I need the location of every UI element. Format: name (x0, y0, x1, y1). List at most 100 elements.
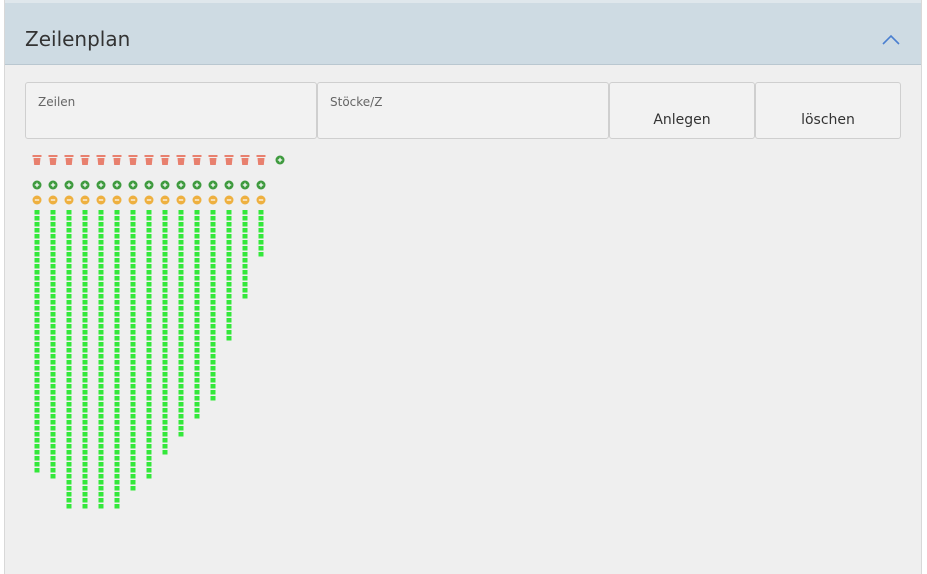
plant (98, 288, 104, 293)
collapse-icon[interactable] (881, 33, 901, 47)
plant (82, 504, 88, 509)
plant (194, 210, 200, 215)
plant (50, 306, 56, 311)
plant (162, 390, 168, 395)
plant (178, 360, 184, 365)
delete-row-icon[interactable] (64, 155, 74, 165)
add-row-icon[interactable] (275, 155, 285, 165)
plant (130, 486, 136, 491)
delete-row-icon[interactable] (80, 155, 90, 165)
plant (66, 390, 72, 395)
button[interactable]: löschen (755, 82, 901, 139)
icon-lid (32, 155, 42, 157)
delete-row-icon[interactable] (112, 155, 122, 165)
add-plant-icon[interactable] (80, 180, 90, 190)
remove-plant-icon[interactable] (112, 195, 122, 205)
plant (98, 402, 104, 407)
plant (114, 240, 120, 245)
remove-plant-icon[interactable] (256, 195, 266, 205)
add-plant-icon[interactable] (224, 180, 234, 190)
plant (50, 426, 56, 431)
plant (226, 306, 232, 311)
remove-plant-icon[interactable] (192, 195, 202, 205)
delete-row-icon[interactable] (240, 155, 250, 165)
plant (146, 342, 152, 347)
plant (226, 270, 232, 275)
plant (114, 288, 120, 293)
add-plant-icon[interactable] (160, 180, 170, 190)
plant (130, 426, 136, 431)
plant (114, 504, 120, 509)
delete-row-icon[interactable] (256, 155, 266, 165)
remove-plant-icon[interactable] (80, 195, 90, 205)
add-plant-icon[interactable] (208, 180, 218, 190)
remove-plant-icon[interactable] (128, 195, 138, 205)
delete-row-icon[interactable] (48, 155, 58, 165)
plant (50, 288, 56, 293)
remove-plant-icon[interactable] (48, 195, 58, 205)
delete-row-icon[interactable] (128, 155, 138, 165)
plant (178, 420, 184, 425)
remove-plant-icon[interactable] (208, 195, 218, 205)
panel-header[interactable]: Zeilenplan (5, 0, 921, 65)
add-plant-icon[interactable] (144, 180, 154, 190)
input-field[interactable]: Stöcke/Z (317, 82, 609, 139)
plant (146, 366, 152, 371)
plant (194, 342, 200, 347)
plant (226, 234, 232, 239)
add-plant-icon[interactable] (112, 180, 122, 190)
delete-row-icon[interactable] (176, 155, 186, 165)
plant (130, 270, 136, 275)
delete-row-icon[interactable] (32, 155, 42, 165)
remove-plant-icon[interactable] (144, 195, 154, 205)
icon-bin (161, 158, 169, 165)
icon-lid (112, 155, 122, 157)
icon-bin (257, 158, 265, 165)
plant (210, 396, 216, 401)
delete-row-icon[interactable] (160, 155, 170, 165)
plant (82, 390, 88, 395)
plant (82, 252, 88, 257)
add-plant-icon[interactable] (176, 180, 186, 190)
remove-plant-icon[interactable] (32, 195, 42, 205)
add-plant-icon[interactable] (240, 180, 250, 190)
delete-row-icon[interactable] (208, 155, 218, 165)
plant (178, 264, 184, 269)
delete-row-icon[interactable] (144, 155, 154, 165)
delete-row-icon[interactable] (224, 155, 234, 165)
add-plant-icon[interactable] (64, 180, 74, 190)
plant (146, 240, 152, 245)
add-plant-icon[interactable] (128, 180, 138, 190)
plant (226, 210, 232, 215)
remove-plant-icon[interactable] (96, 195, 106, 205)
delete-row-icon[interactable] (192, 155, 202, 165)
add-plant-icon[interactable] (32, 180, 42, 190)
plant (178, 228, 184, 233)
remove-plant-icon[interactable] (160, 195, 170, 205)
plant (130, 330, 136, 335)
plant (194, 372, 200, 377)
remove-plant-icon[interactable] (224, 195, 234, 205)
plant (66, 462, 72, 467)
delete-row-icon[interactable] (96, 155, 106, 165)
icon-lid (240, 155, 250, 157)
remove-plant-icon[interactable] (64, 195, 74, 205)
plant (34, 270, 40, 275)
icon-bin (209, 158, 217, 165)
add-plant-icon[interactable] (48, 180, 58, 190)
plant (226, 294, 232, 299)
add-plant-icon[interactable] (96, 180, 106, 190)
plant (162, 312, 168, 317)
add-plant-icon[interactable] (192, 180, 202, 190)
button[interactable]: Anlegen (609, 82, 755, 139)
plant (210, 366, 216, 371)
plant (226, 330, 232, 335)
add-plant-icon[interactable] (256, 180, 266, 190)
plant-column (98, 210, 104, 509)
input-field[interactable]: Zeilen (25, 82, 317, 139)
plant (194, 366, 200, 371)
plant (82, 210, 88, 215)
remove-plant-icon[interactable] (176, 195, 186, 205)
remove-plant-icon[interactable] (240, 195, 250, 205)
